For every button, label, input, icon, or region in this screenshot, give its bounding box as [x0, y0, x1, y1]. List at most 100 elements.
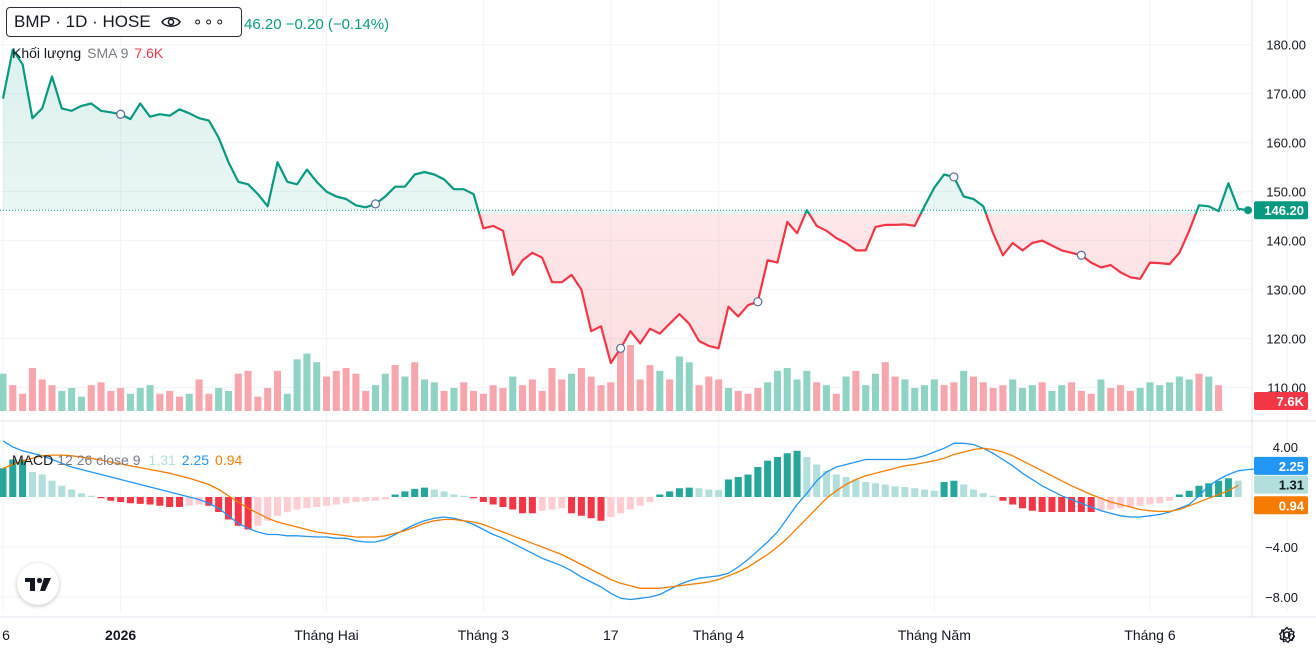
- time-tick-label: Tháng 4: [693, 627, 745, 643]
- macd-hist-bar: [626, 497, 634, 510]
- volume-bar: [724, 388, 732, 411]
- signal-tag-bg: [1254, 496, 1308, 515]
- symbol-selector[interactable]: BMP · 1D · HOSE ∘∘∘: [6, 7, 242, 37]
- macd-hist-bar: [911, 488, 919, 497]
- time-tick-label: 2026: [105, 627, 136, 643]
- volume-bar: [499, 388, 507, 411]
- price-series: [0, 48, 1252, 365]
- macd-hist-bar: [930, 490, 938, 497]
- macd-hist-bar: [734, 477, 742, 497]
- volume-bars: [0, 345, 1223, 411]
- volume-bar: [362, 390, 370, 411]
- volume-bar: [195, 379, 203, 411]
- volume-bar: [68, 388, 76, 411]
- time-tick-label: Tháng Năm: [898, 627, 971, 643]
- macd-hist-bar: [999, 497, 1007, 501]
- eye-icon[interactable]: [160, 15, 181, 29]
- volume-bar: [1215, 385, 1223, 411]
- macd-hist-bar: [195, 497, 203, 505]
- macd-hist-bar: [617, 497, 625, 514]
- macd-hist-bar: [548, 497, 556, 510]
- macd-hist-bar: [1126, 497, 1134, 507]
- macd-hist-bar: [0, 468, 7, 497]
- macd-hist-bar: [440, 491, 448, 497]
- macd-hist-bar: [126, 497, 134, 504]
- macd-legend-params: 12 26 close 9: [57, 452, 141, 468]
- volume-bar: [371, 385, 380, 411]
- macd-hist-bar: [656, 494, 664, 497]
- macd-hist-bar: [901, 487, 909, 497]
- volume-bar: [234, 373, 242, 411]
- volume-bar: [558, 379, 566, 411]
- gear-icon[interactable]: [1278, 626, 1296, 644]
- macd-hist-bar: [77, 493, 85, 497]
- volume-bar: [656, 370, 664, 411]
- macd-hist-bar: [489, 497, 497, 505]
- macd-hist-bar: [185, 497, 193, 506]
- volume-bar: [136, 388, 144, 411]
- volume-legend: Khối lượng SMA 9 7.6K: [12, 45, 163, 61]
- volume-bar: [470, 390, 478, 411]
- volume-bar: [960, 370, 968, 411]
- more-dots-icon[interactable]: ∘∘∘: [192, 14, 226, 31]
- volume-bar: [852, 370, 860, 411]
- volume-bar: [332, 370, 340, 411]
- macd-hist-bar: [577, 497, 585, 516]
- macd-hist-bar: [156, 497, 164, 506]
- macd-hist-bar: [205, 497, 213, 506]
- volume-bar: [48, 385, 56, 411]
- macd-hist-bar: [891, 486, 899, 497]
- volume-bar: [538, 390, 546, 411]
- macd-hist-bar: [460, 495, 468, 497]
- volume-bar: [460, 382, 468, 411]
- macd-hist-bar: [283, 497, 291, 512]
- macd-hist-bar: [695, 488, 703, 497]
- macd-hist-bar: [9, 459, 17, 497]
- macd-hist-bar: [705, 489, 713, 497]
- volume-bar: [254, 396, 262, 411]
- macd-hist-bar: [362, 497, 370, 502]
- price-tick-label: 180.00: [1266, 38, 1306, 53]
- volume-bar: [999, 385, 1007, 411]
- price-tick-label: 170.00: [1266, 87, 1306, 102]
- macd-hist-bar: [48, 480, 56, 497]
- volume-bar: [342, 367, 350, 411]
- macd-hist-bar: [832, 474, 840, 497]
- macd-hist-bar: [322, 497, 331, 506]
- volume-bar: [1205, 376, 1213, 411]
- volume-bar: [1068, 382, 1076, 411]
- price-area-down: [479, 214, 1196, 363]
- macd-line: [2, 440, 1258, 601]
- macd-hist-bar: [479, 497, 487, 502]
- macd-hist-bar: [597, 497, 605, 521]
- volume-bar: [391, 365, 399, 411]
- macd-hist-bar: [871, 483, 880, 497]
- volume-bar: [715, 379, 723, 411]
- volume-bar: [793, 379, 801, 411]
- volume-bar: [881, 362, 889, 411]
- volume-bar: [1077, 390, 1085, 411]
- macd-hist-bar: [1097, 497, 1105, 511]
- macd-hist-bar: [822, 470, 830, 497]
- macd-hist-bar: [1205, 483, 1213, 497]
- macd-hist-bar: [1136, 497, 1144, 506]
- volume-bar: [695, 385, 703, 411]
- tradingview-logo-icon[interactable]: [17, 563, 59, 605]
- macd-hist-bar: [960, 484, 968, 497]
- volume-bar: [597, 385, 605, 411]
- price-tick-label: 150.00: [1266, 185, 1306, 200]
- volume-bar: [940, 385, 948, 411]
- macd-hist-bar: [950, 480, 958, 497]
- macd-hist-bar: [1038, 497, 1046, 512]
- time-tick-label: Tháng 3: [458, 627, 510, 643]
- volume-bar: [146, 385, 154, 411]
- volume-bar: [607, 382, 615, 411]
- volume-bar: [871, 373, 880, 411]
- volume-bar: [1136, 388, 1144, 411]
- volume-bar: [979, 382, 987, 411]
- price-tick-label: 140.00: [1266, 234, 1306, 249]
- macd-tick-label: 4.00: [1273, 440, 1298, 455]
- volume-bar: [773, 370, 781, 411]
